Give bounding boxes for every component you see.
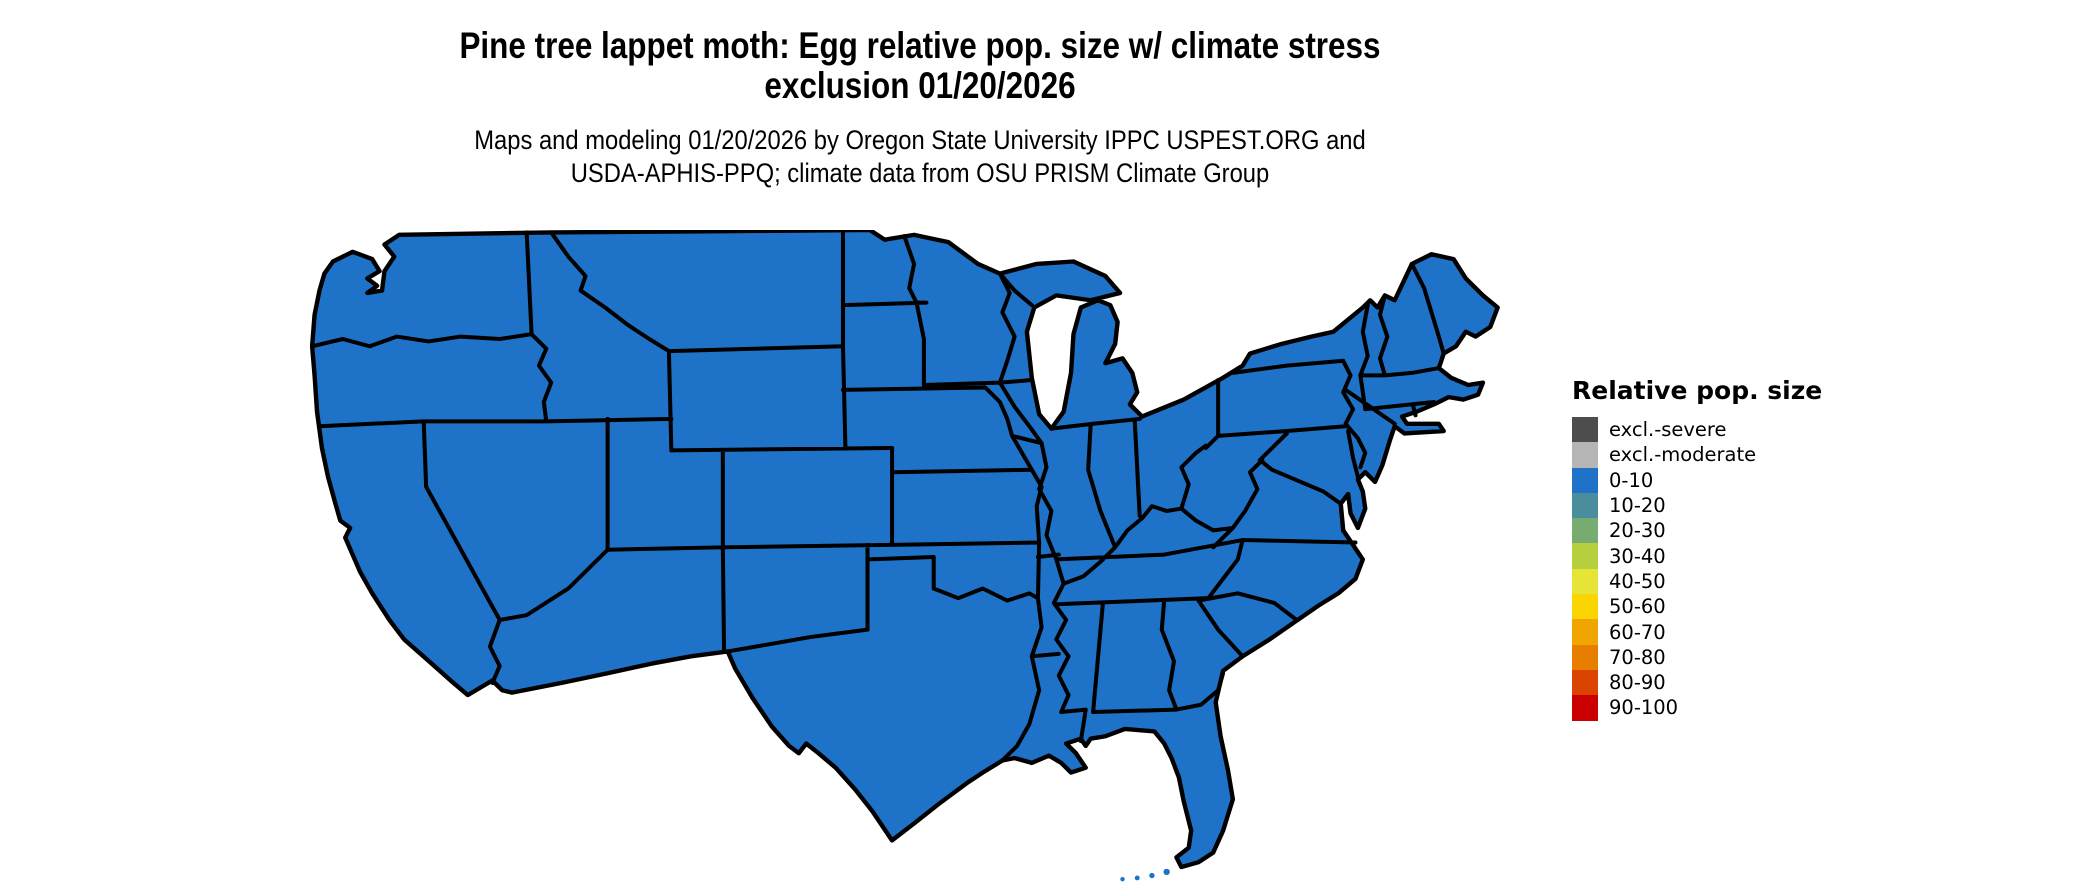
legend-item-label: 20-30 <box>1609 519 1666 543</box>
legend-color-swatch <box>1572 543 1598 569</box>
map-title: Pine tree lappet moth: Egg relative pop.… <box>155 26 1685 106</box>
legend-items: excl.-severe excl.-moderate 0-10 10-20 20-30… <box>1572 417 1822 721</box>
legend-item-label: excl.-moderate <box>1609 443 1757 467</box>
us-map-outline <box>309 230 1500 870</box>
legend-color-swatch <box>1572 644 1598 670</box>
legend-item-label: excl.-severe <box>1609 418 1727 442</box>
legend-item-label: 0-10 <box>1609 468 1654 492</box>
legend-item-label: 80-90 <box>1609 671 1666 695</box>
legend-item-label: 50-60 <box>1609 595 1666 619</box>
legend-item: 60-70 <box>1572 619 1822 645</box>
legend-item-label: 10-20 <box>1609 494 1666 518</box>
legend-color-swatch <box>1572 669 1598 696</box>
legend-color-swatch <box>1572 492 1598 519</box>
legend: Relative pop. size excl.-severe excl.-mod… <box>1572 376 1822 721</box>
legend-item: 50-60 <box>1572 594 1822 620</box>
legend-color-swatch <box>1572 518 1598 544</box>
legend-item-label: 30-40 <box>1609 544 1666 568</box>
legend-item: 20-30 <box>1572 518 1822 544</box>
legend-item: 10-20 <box>1572 492 1822 519</box>
legend-item-label: 70-80 <box>1609 645 1666 669</box>
legend-item: excl.-severe <box>1572 417 1822 443</box>
legend-color-swatch <box>1572 619 1598 645</box>
legend-item: 0-10 <box>1572 467 1822 493</box>
legend-color-swatch <box>1572 568 1598 595</box>
legend-item: 40-50 <box>1572 568 1822 595</box>
legend-item: excl.-moderate <box>1572 442 1822 468</box>
florida-keys-islands <box>1120 868 1170 882</box>
legend-item: 30-40 <box>1572 543 1822 569</box>
legend-item: 80-90 <box>1572 669 1822 696</box>
map-subtitle: Maps and modeling 01/20/2026 by Oregon S… <box>128 124 1712 191</box>
us-choropleth-map <box>309 230 1500 882</box>
legend-color-swatch <box>1572 594 1598 620</box>
legend-item: 90-100 <box>1572 695 1822 721</box>
map-title-line2: exclusion 01/20/2026 <box>764 64 1076 106</box>
legend-color-swatch <box>1572 442 1598 468</box>
legend-color-swatch <box>1572 695 1598 721</box>
map-title-line1: Pine tree lappet moth: Egg relative pop.… <box>459 25 1381 66</box>
map-subtitle-line1: Maps and modeling 01/20/2026 by Oregon S… <box>474 125 1366 155</box>
legend-item-label: 40-50 <box>1609 569 1666 593</box>
map-subtitle-line2: USDA-APHIS-PPQ; climate data from OSU PR… <box>570 158 1270 189</box>
legend-color-swatch <box>1572 417 1598 443</box>
legend-color-swatch <box>1572 467 1598 493</box>
legend-item-label: 60-70 <box>1609 620 1666 644</box>
legend-title: Relative pop. size <box>1572 376 1823 405</box>
state-borders <box>310 230 1446 763</box>
legend-item: 70-80 <box>1572 644 1822 670</box>
legend-item-label: 90-100 <box>1609 696 1679 720</box>
